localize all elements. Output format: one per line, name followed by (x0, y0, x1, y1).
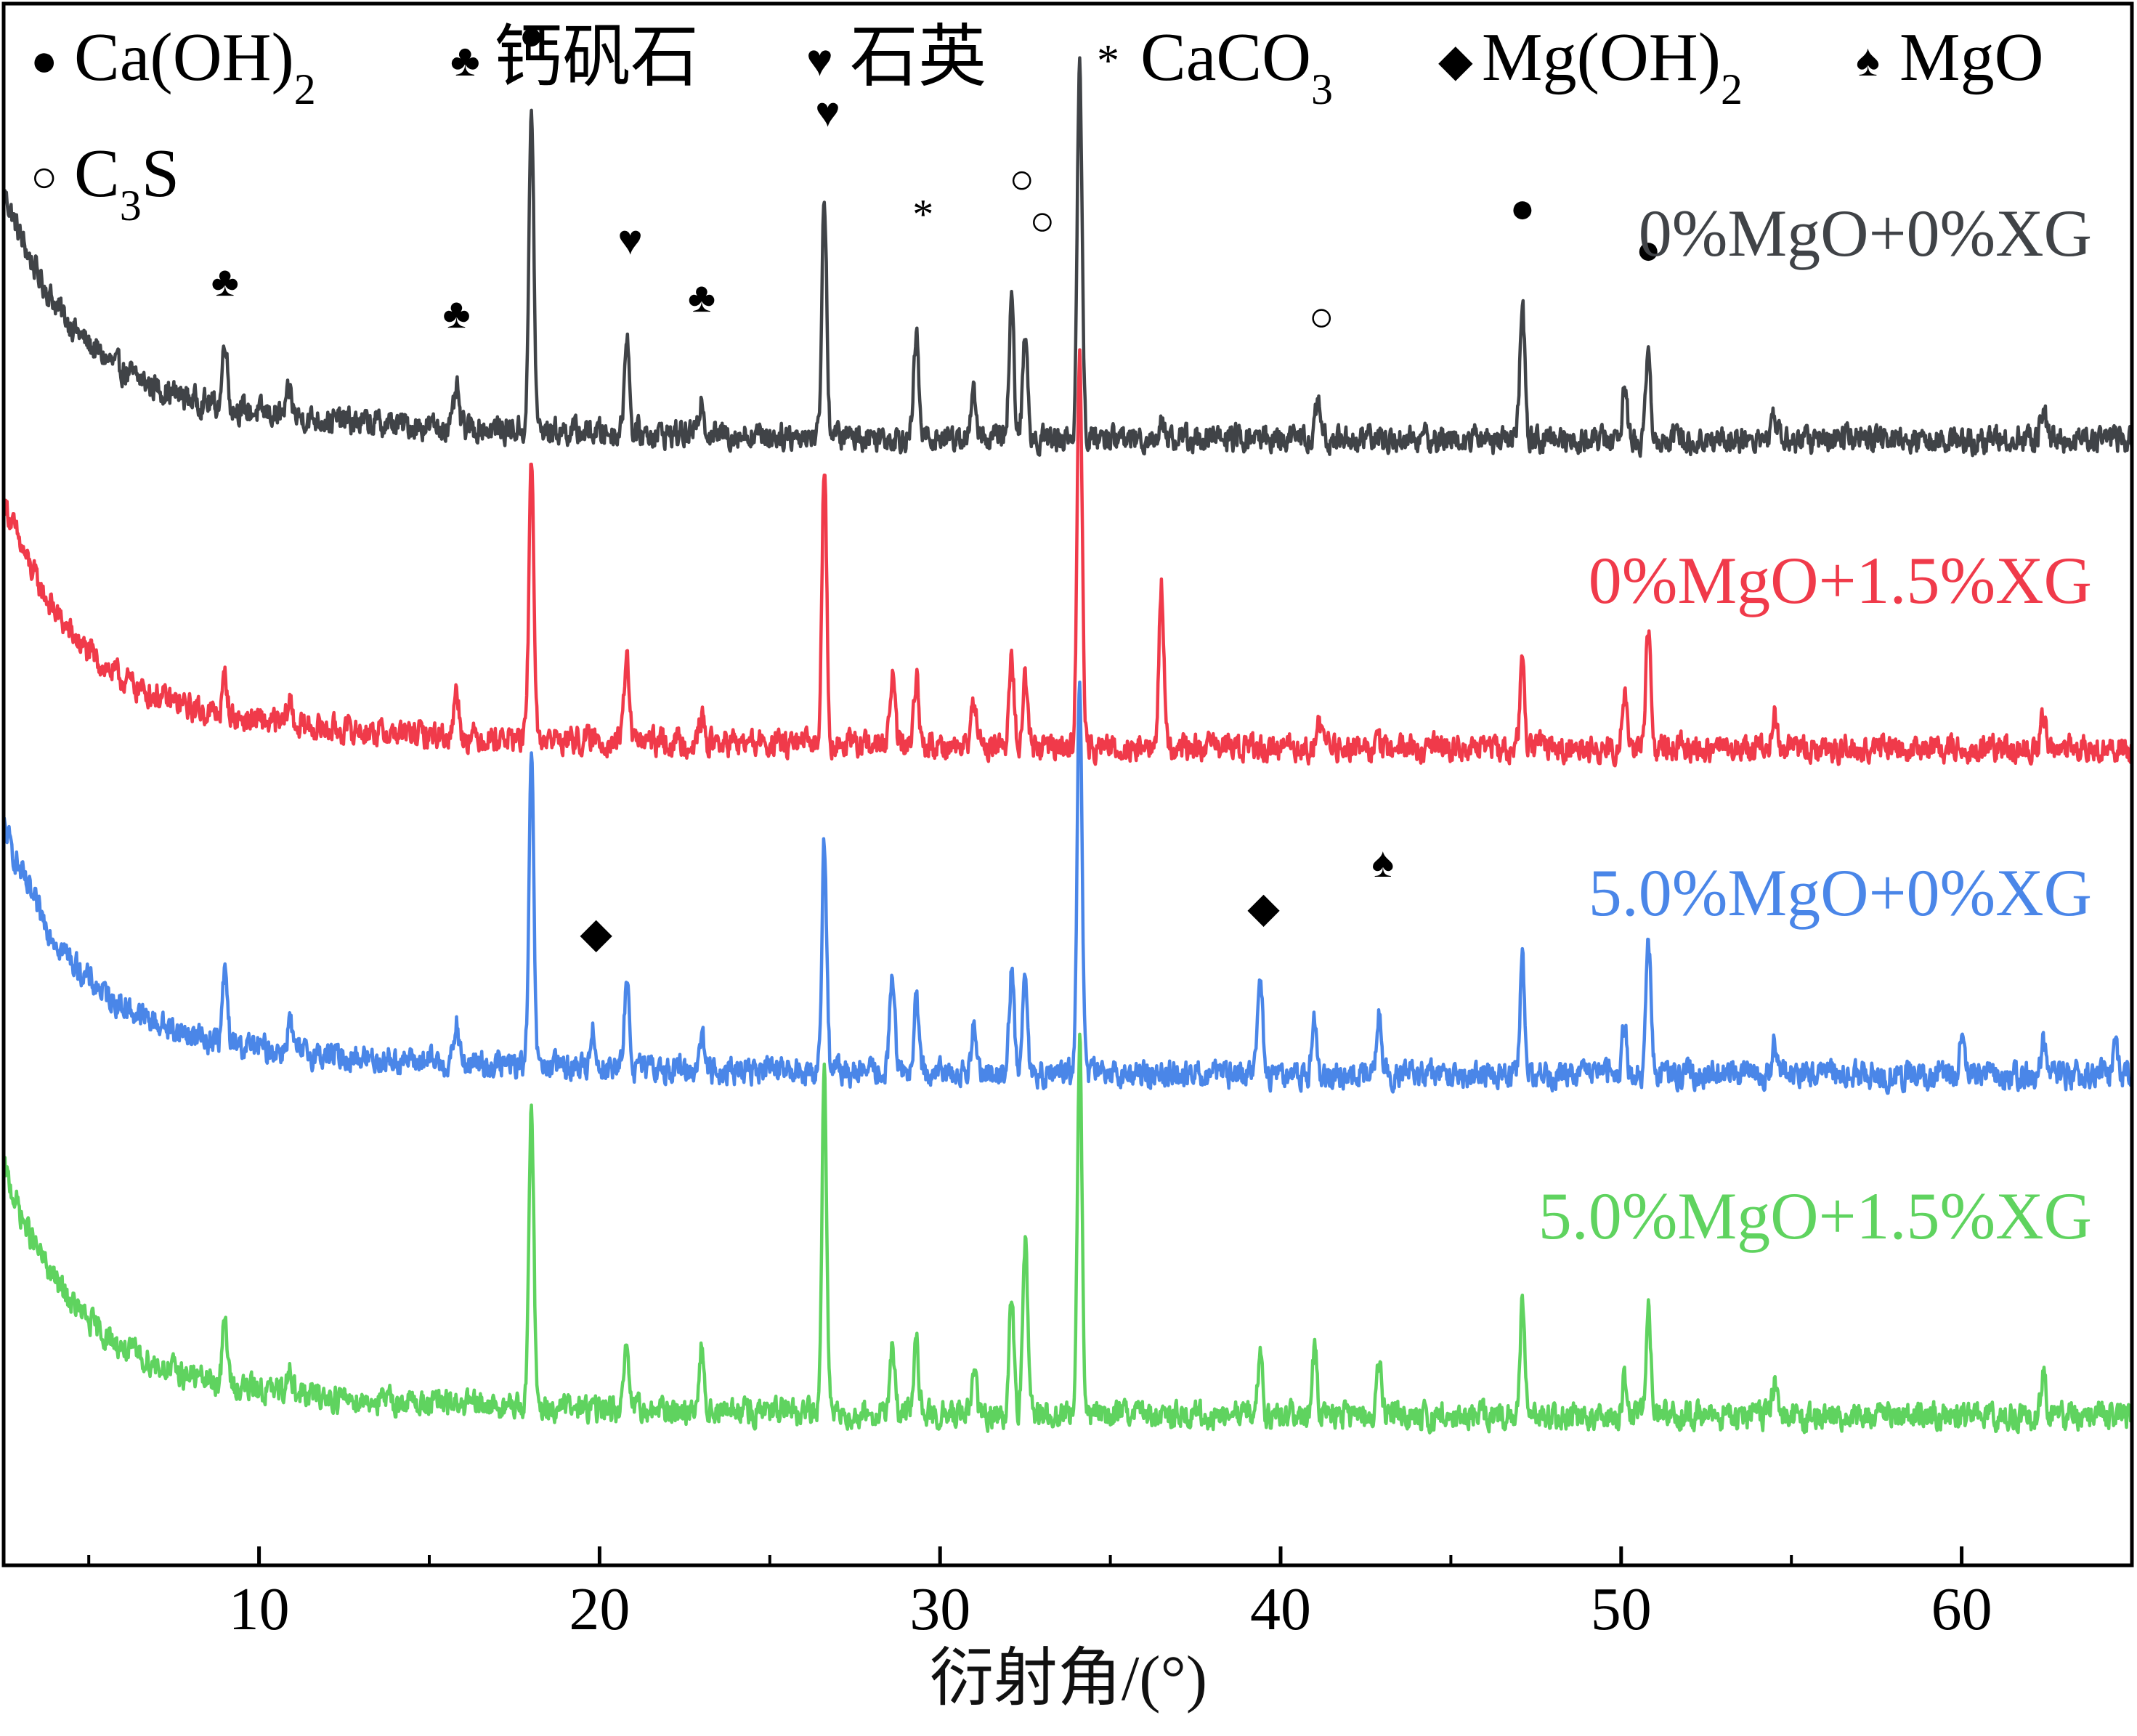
legend-item-4: * CaCO3 (1097, 20, 1333, 113)
plot-area (1, 56, 2134, 1435)
legend-item-6: ♠ MgO (1856, 20, 2043, 95)
legend-item-3: ♥ 石英 (806, 20, 986, 95)
axes: 10 20 30 40 50 60 (1, 1, 2134, 1643)
series-label-4: 5.0%MgO+1.5%XG (1538, 1179, 2092, 1253)
legend-item-2: ♣ 钙矾石 (450, 20, 699, 95)
x-axis-label: 衍射角/(°) (930, 1644, 1207, 1714)
x-tick-label: 10 (229, 1575, 290, 1643)
series-line-3 (2, 680, 2134, 1095)
legend-item-5: ◆ Mg(OH)2 (1438, 20, 1743, 113)
legend-symbol: ♥ (806, 36, 833, 86)
peak-marker-5: ♣ (688, 274, 715, 321)
series-line-4 (1, 1032, 2133, 1435)
peak-marker-12: ● (1509, 184, 1535, 232)
peak-marker-8: ○ (1009, 155, 1034, 203)
series-label-3: 5.0%MgO+0%XG (1589, 856, 2092, 930)
legend-symbol: ◆ (1438, 36, 1473, 86)
x-tick-label: 50 (1591, 1575, 1652, 1643)
series-line-1 (1, 56, 2134, 458)
peak-marker-9: ○ (1029, 197, 1055, 244)
legend-symbol: * (1097, 36, 1119, 86)
legend-symbol: ○ (31, 153, 57, 202)
peak-marker-1: ♣ (211, 258, 239, 305)
peak-marker-14: ◆ (580, 909, 612, 957)
legend: ● Ca(OH)2♣ 钙矾石 ♥ 石英 * CaCO3◆ Mg(OH)2♠ MgO○ C3S (31, 20, 2043, 230)
peak-marker-15: ◆ (1247, 884, 1280, 931)
legend-label: C3S (74, 136, 179, 230)
legend-label: 石英 (850, 20, 986, 95)
legend-symbol: ● (31, 36, 57, 86)
peak-annotations: ♣♣●♥♣♥*○○●○●●◆◆♠ (211, 12, 1661, 957)
legend-item-1: ● Ca(OH)2 (31, 20, 316, 113)
legend-symbol: ♠ (1856, 36, 1880, 86)
peak-marker-11: ○ (1309, 293, 1334, 340)
x-tick-label: 60 (1931, 1575, 1992, 1643)
legend-item-7: ○ C3S (31, 136, 179, 230)
series-line-2 (1, 348, 2133, 768)
peak-marker-3: ● (519, 12, 544, 59)
legend-label: MgO (1899, 20, 2043, 95)
peak-marker-16: ♠ (1371, 839, 1394, 886)
series-label-2: 0%MgO+1.5%XG (1589, 543, 2092, 617)
series-label-1: 0%MgO+0%XG (1639, 196, 2092, 270)
legend-symbol: ♣ (450, 36, 480, 86)
peak-marker-4: ♥ (617, 216, 642, 264)
plot-frame (1, 1, 2134, 1567)
x-tick-label: 30 (909, 1575, 970, 1643)
series-labels: 0%MgO+0%XG 0%MgO+1.5%XG 5.0%MgO+0%XG 5.0%Mg… (1538, 196, 2092, 1253)
peak-marker-7: * (912, 191, 933, 238)
x-tick-label: 20 (569, 1575, 630, 1643)
legend-label: 钙矾石 (494, 20, 699, 95)
legend-label: CaCO3 (1140, 20, 1333, 113)
legend-label: Ca(OH)2 (74, 20, 316, 113)
peak-marker-6: ♥ (815, 89, 840, 136)
peak-marker-2: ♣ (442, 290, 470, 337)
peak-marker-13: ● (1636, 226, 1661, 273)
x-tick-label: 40 (1250, 1575, 1311, 1643)
legend-label: Mg(OH)2 (1482, 20, 1743, 113)
